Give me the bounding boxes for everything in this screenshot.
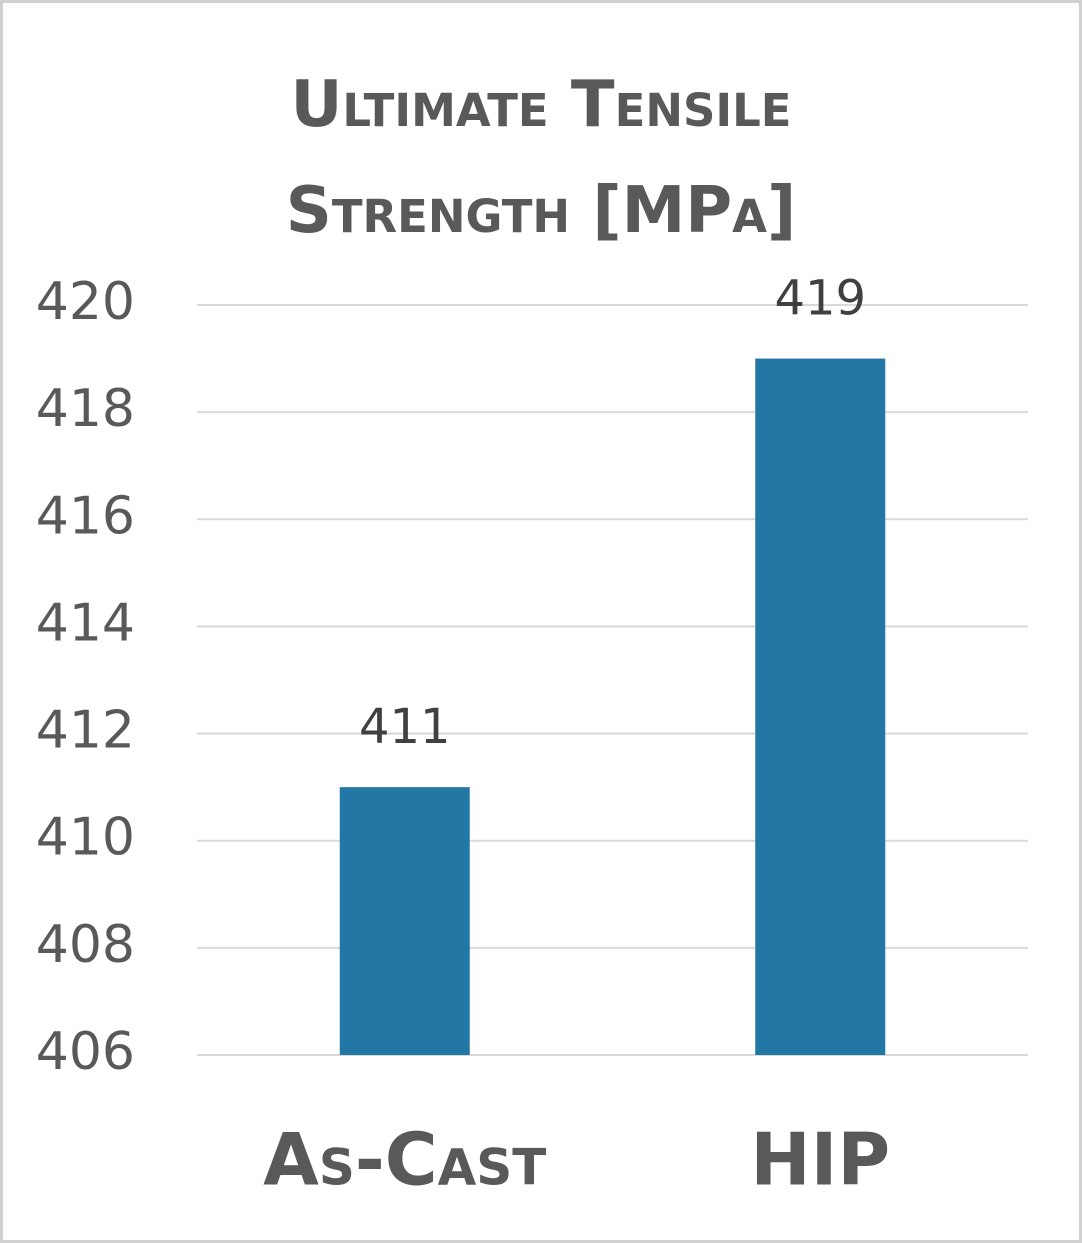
data-label: 411 xyxy=(359,699,451,755)
bar xyxy=(755,358,886,1056)
x-tick-label: HIP xyxy=(750,1118,890,1202)
y-tick-label: 408 xyxy=(36,915,135,975)
y-tick-label: 410 xyxy=(36,808,135,868)
x-tick-label: As-Cast xyxy=(263,1118,546,1202)
y-tick-label: 418 xyxy=(36,379,135,439)
y-tick-label: 414 xyxy=(36,593,135,653)
y-tick-label: 406 xyxy=(36,1022,135,1082)
bar xyxy=(339,787,470,1055)
y-tick-label: 412 xyxy=(36,701,135,761)
y-tick-label: 420 xyxy=(36,272,135,332)
data-label: 419 xyxy=(774,271,866,327)
chart-title: Ultimate Tensile Strength [MPa] xyxy=(285,68,797,248)
y-tick-label: 416 xyxy=(36,486,135,546)
